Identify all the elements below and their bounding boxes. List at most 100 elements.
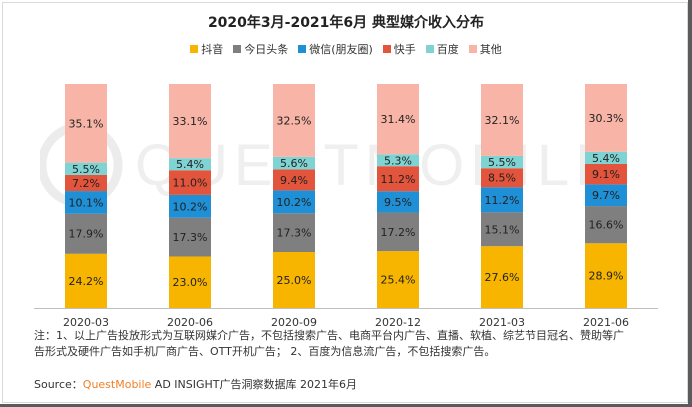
legend-swatch (425, 45, 434, 53)
legend-swatch (190, 45, 199, 53)
data-label: 16.6% (589, 219, 624, 232)
legend-swatch (468, 45, 477, 53)
legend-label: 微信(朋友圈) (309, 43, 373, 56)
bar-segment (481, 246, 523, 308)
data-label: 25.0% (277, 274, 312, 287)
data-label: 5.6% (280, 157, 308, 170)
legend-label: 快手 (393, 43, 416, 56)
data-label: 28.9% (589, 270, 624, 283)
source-prefix: Source： (34, 378, 83, 391)
data-label: 9.7% (592, 189, 620, 202)
bar-segment (585, 151, 627, 164)
legend-swatch (382, 45, 391, 53)
bar-segment (585, 184, 627, 207)
data-label: 17.3% (173, 231, 208, 244)
data-label: 8.5% (488, 172, 516, 185)
data-label: 17.9% (69, 228, 104, 241)
bar-segment (481, 84, 523, 156)
data-label: 17.2% (381, 226, 416, 239)
bar-segment (273, 252, 315, 308)
chart-frame (2, 2, 688, 403)
legend-label: 百度 (436, 43, 459, 56)
legend-item: 百度 (425, 41, 459, 57)
data-label: 10.1% (69, 196, 104, 209)
x-tick-label: 2020-03 (63, 316, 109, 329)
legend-item: 抖音 (190, 41, 223, 57)
bar-segment (377, 166, 419, 192)
data-label: 9.4% (280, 174, 308, 187)
data-label: 11.2% (381, 173, 416, 186)
data-label: 15.1% (485, 223, 520, 236)
bar-segment (585, 206, 627, 244)
bar-segment (377, 154, 419, 167)
data-label: 5.5% (488, 156, 516, 169)
x-tick-label: 2020-12 (375, 316, 421, 329)
data-label: 11.0% (173, 177, 208, 190)
bar-segment (481, 155, 523, 169)
data-label: 5.3% (384, 154, 412, 167)
bar-segment (585, 163, 627, 185)
footnote-line-2: 告形式及硬件广告如手机厂商广告、OTT开机广告； 2、百度为信息流广告，不包括搜… (34, 345, 496, 358)
data-label: 31.4% (381, 113, 416, 126)
data-label: 10.2% (173, 200, 208, 213)
legend: 抖音 今日头条 微信(朋友圈) 快手 百度 其他 (0, 41, 692, 57)
bar-segment (273, 156, 315, 170)
bar-segment (65, 191, 107, 214)
bar-segment (169, 170, 211, 195)
bar-segment (169, 194, 211, 218)
bar-segment (377, 251, 419, 308)
bar-segment (273, 213, 315, 252)
x-tick-label: 2021-06 (583, 316, 629, 329)
legend-label: 今日头条 (244, 43, 289, 56)
bar-segment (65, 213, 107, 254)
bar-segment (65, 84, 107, 163)
x-tick-label: 2020-06 (167, 316, 213, 329)
data-label: 23.0% (173, 276, 208, 289)
bar-segment (585, 243, 627, 308)
chart-title: 2020年3月-2021年6月 典型媒介收入分布 (207, 15, 485, 31)
legend-item: 微信(朋友圈) (298, 41, 373, 57)
data-label: 9.5% (384, 196, 412, 209)
data-label: 24.2% (69, 275, 104, 288)
bar-segment (585, 84, 627, 152)
data-label: 32.1% (485, 114, 520, 127)
bar-segment (481, 212, 523, 247)
stacked-bar-chart: 24.2%17.9%10.1%7.2%5.5%35.1%2020-0323.0%… (34, 84, 658, 329)
legend-item: 快手 (382, 41, 416, 57)
data-label: 17.3% (277, 227, 312, 240)
bar-segment (377, 191, 419, 213)
legend-label: 抖音 (201, 43, 224, 56)
x-tick-label: 2020-09 (271, 316, 317, 329)
bar-segment (481, 168, 523, 188)
bar-segment (65, 253, 107, 308)
footnote-line-1: 注：1、以上广告投放形式为互联网媒介广告，不包括搜索广告、电商平台内广告、直播、… (34, 329, 624, 342)
data-label: 11.2% (485, 194, 520, 207)
bar-segment (65, 162, 107, 175)
data-label: 30.3% (589, 112, 624, 125)
footnote: 注：1、以上广告投放形式为互联网媒介广告，不包括搜索广告、电商平台内广告、直播、… (34, 328, 674, 360)
data-label: 5.4% (176, 158, 204, 171)
data-label: 33.1% (173, 115, 208, 128)
data-label: 9.1% (592, 168, 620, 181)
bar-segment (169, 84, 211, 159)
data-label: 5.5% (72, 163, 100, 176)
x-tick-label: 2021-03 (479, 316, 525, 329)
bar-segment (169, 158, 211, 171)
legend-label: 其他 (479, 43, 502, 56)
source-suffix: AD INSIGHT广告洞察数据库 2021年6月 (151, 378, 358, 391)
bar-segment (377, 84, 419, 155)
window-edge-right (688, 0, 692, 407)
window-edge-bottom (0, 404, 692, 407)
bar-segment (273, 84, 315, 157)
bar-segment (273, 190, 315, 214)
legend-item: 其他 (468, 41, 502, 57)
bar-segment (273, 169, 315, 191)
data-label: 32.5% (277, 114, 312, 127)
data-label: 7.2% (72, 177, 100, 190)
source-line: Source：QuestMobile AD INSIGHT广告洞察数据库 202… (34, 376, 357, 392)
legend-swatch (298, 45, 307, 53)
legend-swatch (233, 45, 242, 53)
legend-item: 今日头条 (233, 41, 288, 57)
data-label: 10.2% (277, 196, 312, 209)
source-brand: QuestMobile (82, 378, 152, 391)
